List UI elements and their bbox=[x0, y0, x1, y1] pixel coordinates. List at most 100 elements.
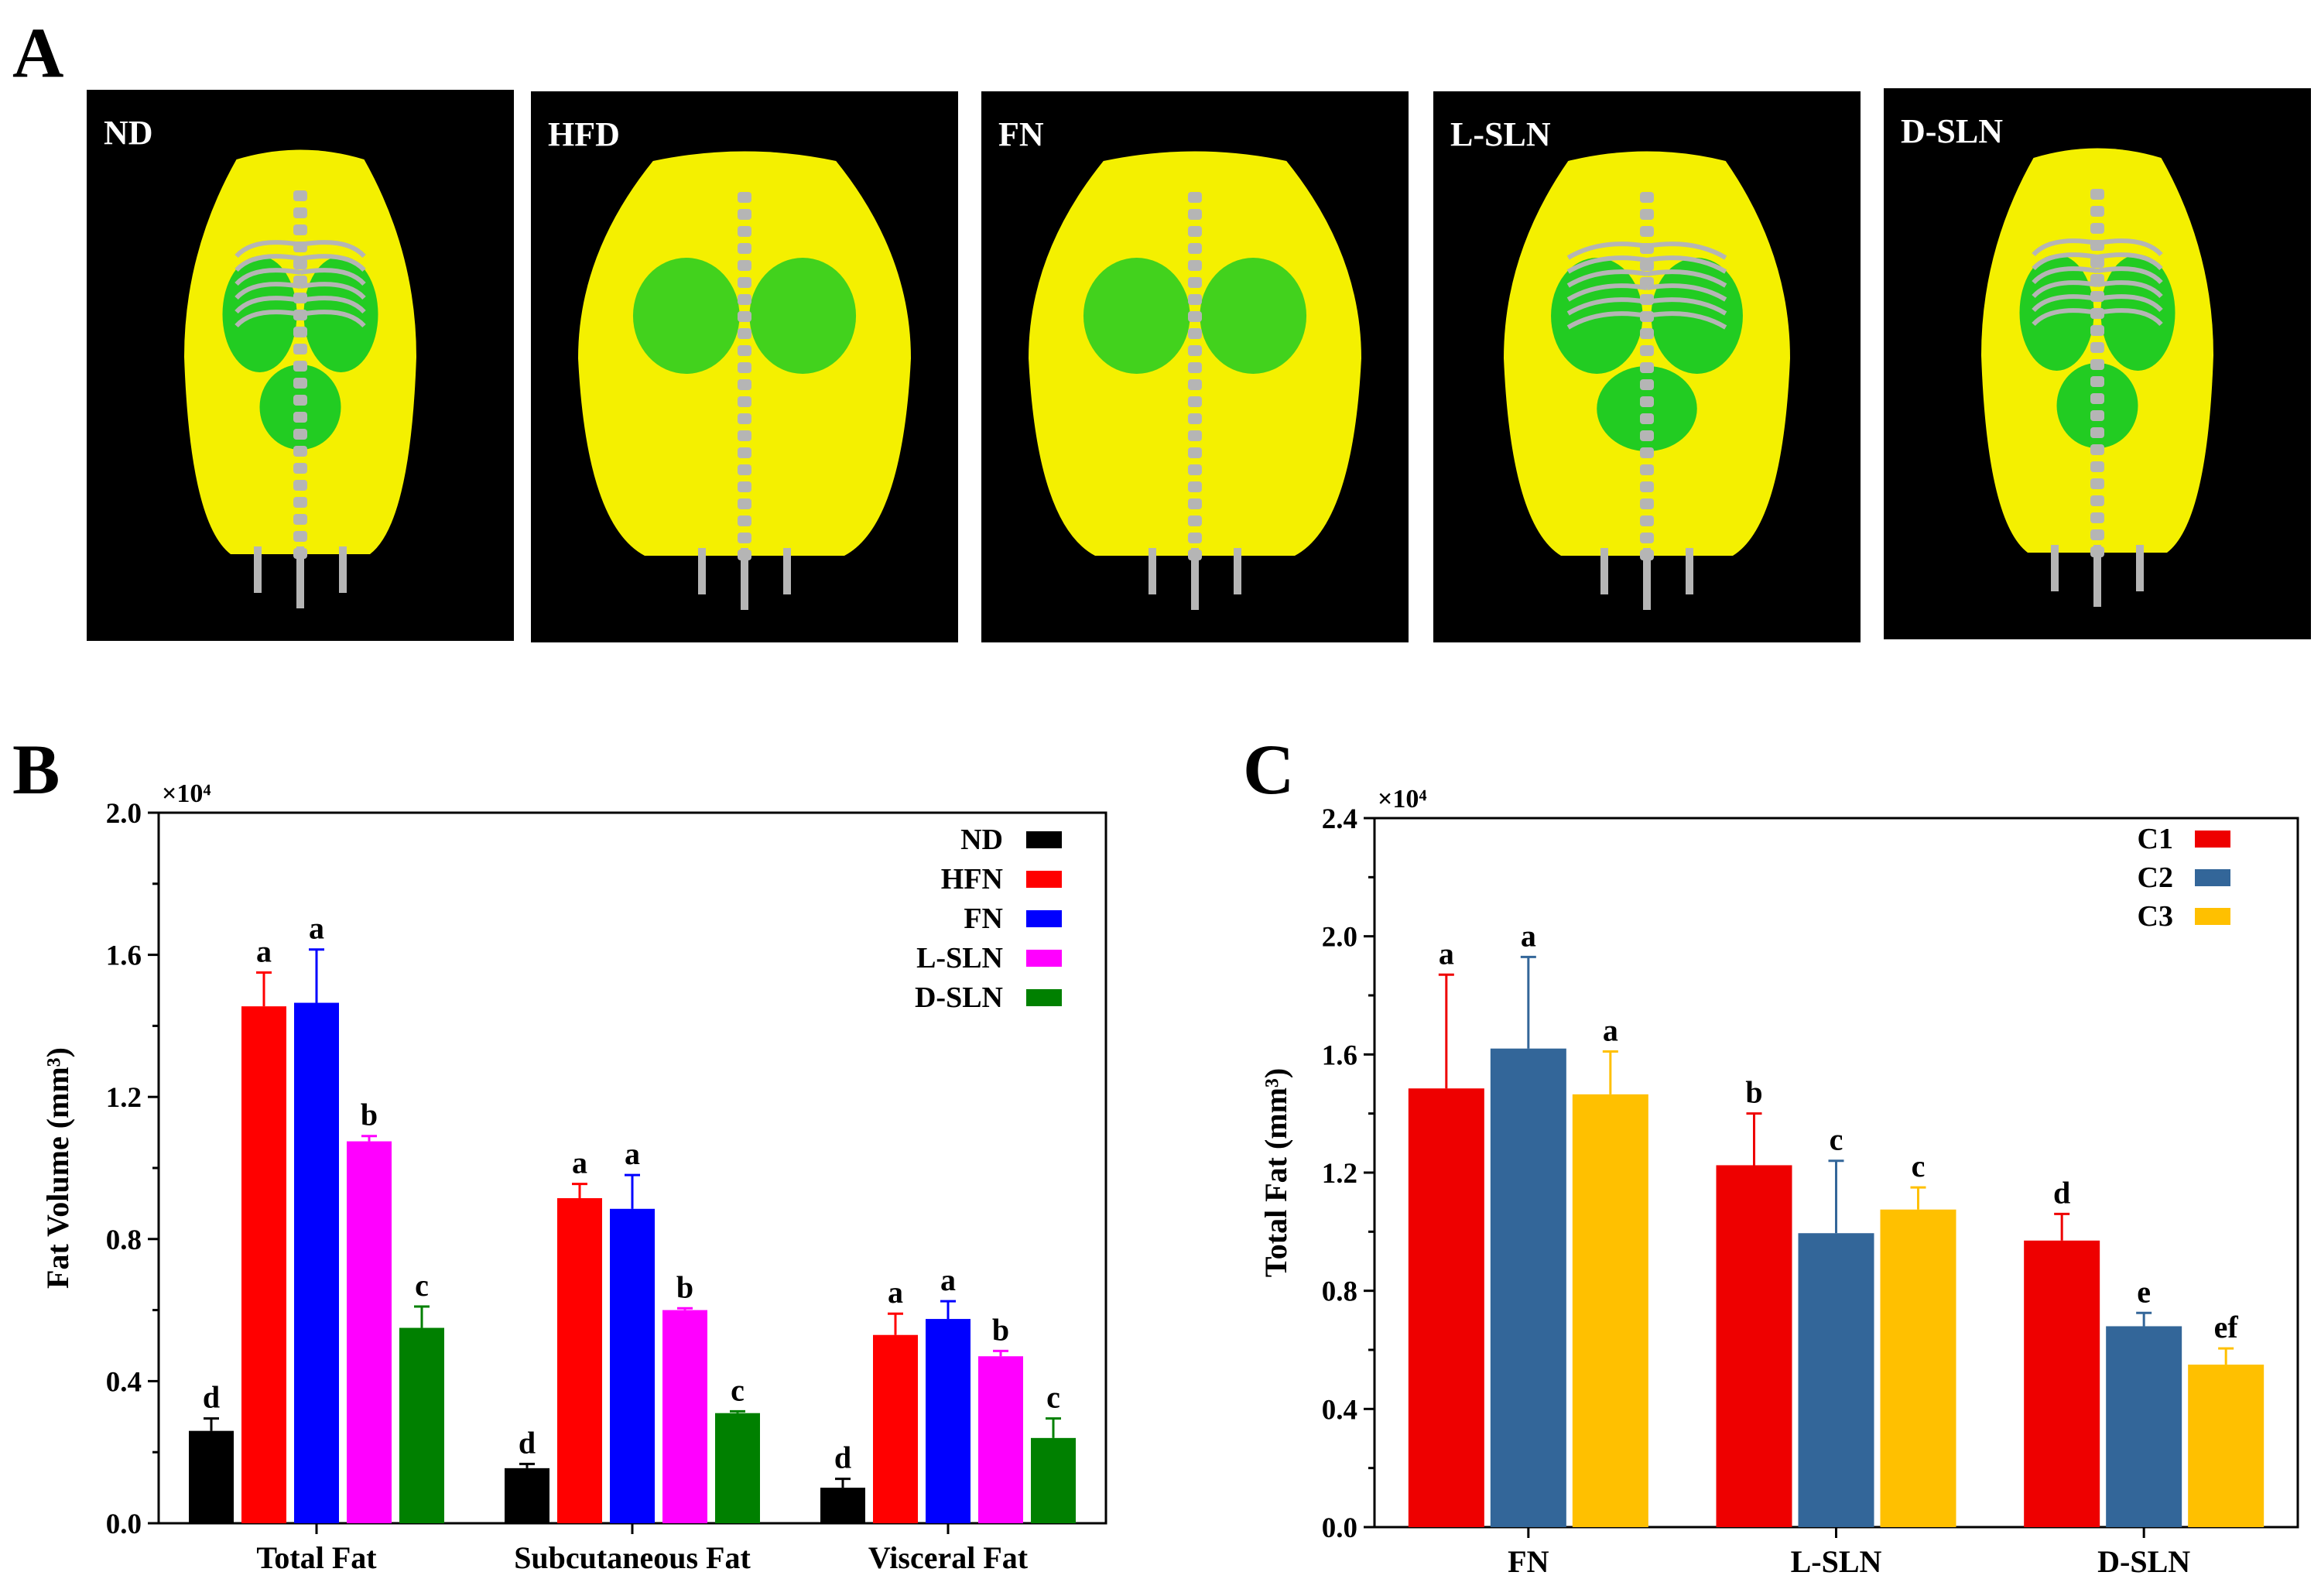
significance-letter: c bbox=[731, 1372, 745, 1407]
vertebra-shape bbox=[738, 328, 751, 339]
significance-letter: b bbox=[1745, 1075, 1762, 1110]
y-tick-label: 1.2 bbox=[106, 1082, 142, 1114]
rib-shape bbox=[2097, 238, 2163, 257]
vertebra-shape bbox=[738, 430, 751, 441]
panel-letter-c: C bbox=[1243, 730, 1295, 809]
bar bbox=[926, 1319, 971, 1523]
rib-shape bbox=[234, 254, 301, 272]
rib-shape bbox=[1566, 269, 1648, 288]
vertebra-shape bbox=[2090, 189, 2104, 200]
vertebra-shape bbox=[1640, 515, 1654, 526]
rib-shape bbox=[2032, 294, 2098, 313]
y-tick-label: 0.4 bbox=[106, 1366, 142, 1398]
vertebra-shape bbox=[2090, 512, 2104, 523]
mouse-ct-render bbox=[1981, 148, 2213, 607]
legend-label: C3 bbox=[2138, 900, 2173, 933]
vertebra-shape bbox=[738, 311, 751, 322]
vertebra-shape bbox=[1188, 311, 1202, 322]
bar bbox=[189, 1430, 234, 1523]
y-tick-label: 1.2 bbox=[1322, 1158, 1357, 1190]
tail-shape bbox=[741, 548, 748, 610]
visceral-fat-shape bbox=[1200, 258, 1307, 374]
vertebra-shape bbox=[293, 207, 307, 218]
vertebra-shape bbox=[1188, 464, 1202, 475]
vertebra-shape bbox=[1640, 328, 1654, 339]
leg-shape bbox=[339, 546, 347, 593]
vertebra-shape bbox=[738, 481, 751, 492]
visceral-fat-shape bbox=[749, 258, 857, 374]
rib-shape bbox=[300, 310, 366, 328]
significance-letter: a bbox=[1603, 1013, 1618, 1048]
rib-shape bbox=[1566, 241, 1648, 260]
rib-shape bbox=[1646, 283, 1727, 302]
vertebra-shape bbox=[293, 463, 307, 474]
vertebra-shape bbox=[2090, 478, 2104, 489]
vertebra-shape bbox=[293, 361, 307, 372]
visceral-fat-shape bbox=[259, 365, 341, 450]
x-tick-label: D-SLN bbox=[2097, 1544, 2190, 1579]
vertebra-shape bbox=[1640, 209, 1654, 220]
rib-shape bbox=[1646, 269, 1727, 288]
leg-shape bbox=[698, 548, 706, 594]
tail-shape bbox=[1643, 548, 1651, 610]
vertebra-shape bbox=[1640, 260, 1654, 271]
rib-shape bbox=[1646, 255, 1727, 274]
vertebra-shape bbox=[2090, 461, 2104, 472]
bar bbox=[610, 1208, 655, 1523]
vertebra-shape bbox=[293, 344, 307, 354]
rib-shape bbox=[234, 310, 301, 328]
y-axis-label: Fat Volume (mm³) bbox=[40, 1047, 75, 1289]
significance-letter: a bbox=[1521, 918, 1536, 953]
rib-shape bbox=[2032, 266, 2098, 285]
vertebra-shape bbox=[293, 412, 307, 423]
bar bbox=[241, 1006, 286, 1523]
vertebra-shape bbox=[293, 378, 307, 389]
vertebra-shape bbox=[293, 259, 307, 269]
vertebra-shape bbox=[1188, 260, 1202, 271]
ct-label: D-SLN bbox=[1901, 112, 2004, 150]
vertebra-shape bbox=[2090, 529, 2104, 540]
visceral-fat-shape bbox=[1083, 258, 1190, 374]
leg-shape bbox=[2136, 545, 2144, 591]
y-tick-label: 1.6 bbox=[106, 940, 142, 972]
vertebra-shape bbox=[1640, 481, 1654, 492]
vertebra-shape bbox=[293, 395, 307, 406]
rib-shape bbox=[2097, 294, 2163, 313]
x-tick-label: FN bbox=[1508, 1544, 1549, 1579]
legend-label: HFN bbox=[941, 863, 1003, 896]
leg-shape bbox=[1149, 548, 1156, 594]
vertebra-shape bbox=[2090, 376, 2104, 387]
vertebra-shape bbox=[1640, 226, 1654, 237]
legend-swatch bbox=[2195, 908, 2230, 925]
vertebra-shape bbox=[738, 192, 751, 203]
rib-shape bbox=[234, 268, 301, 286]
bar bbox=[662, 1310, 707, 1523]
vertebra-shape bbox=[1188, 192, 1202, 203]
bar bbox=[1880, 1209, 1956, 1527]
rib-shape bbox=[300, 268, 366, 286]
vertebra-shape bbox=[738, 362, 751, 373]
vertebra-shape bbox=[738, 277, 751, 288]
rib-shape bbox=[1646, 297, 1727, 316]
legend-swatch bbox=[1026, 989, 1062, 1006]
y-multiplier: ×10⁴ bbox=[1378, 785, 1427, 813]
mouse-ct-render bbox=[184, 149, 416, 608]
legend-label: ND bbox=[960, 824, 1003, 856]
significance-letter: c bbox=[1912, 1149, 1926, 1183]
tail-shape bbox=[296, 546, 304, 608]
ct-label: FN bbox=[998, 115, 1044, 153]
bar bbox=[347, 1141, 392, 1523]
rib-shape bbox=[300, 240, 366, 259]
significance-letter: b bbox=[676, 1269, 693, 1304]
rib-shape bbox=[2032, 308, 2098, 327]
rib-shape bbox=[2032, 252, 2098, 271]
visceral-fat-shape bbox=[632, 258, 740, 374]
rib-shape bbox=[234, 282, 301, 300]
panel-letter-b: B bbox=[12, 730, 60, 809]
ct-image-fn: FN bbox=[981, 91, 1409, 642]
significance-letter: c bbox=[1830, 1122, 1843, 1157]
vertebra-shape bbox=[1188, 345, 1202, 356]
ct-image-d-sln: D-SLN bbox=[1884, 88, 2311, 639]
legend-label: D-SLN bbox=[915, 981, 1003, 1014]
